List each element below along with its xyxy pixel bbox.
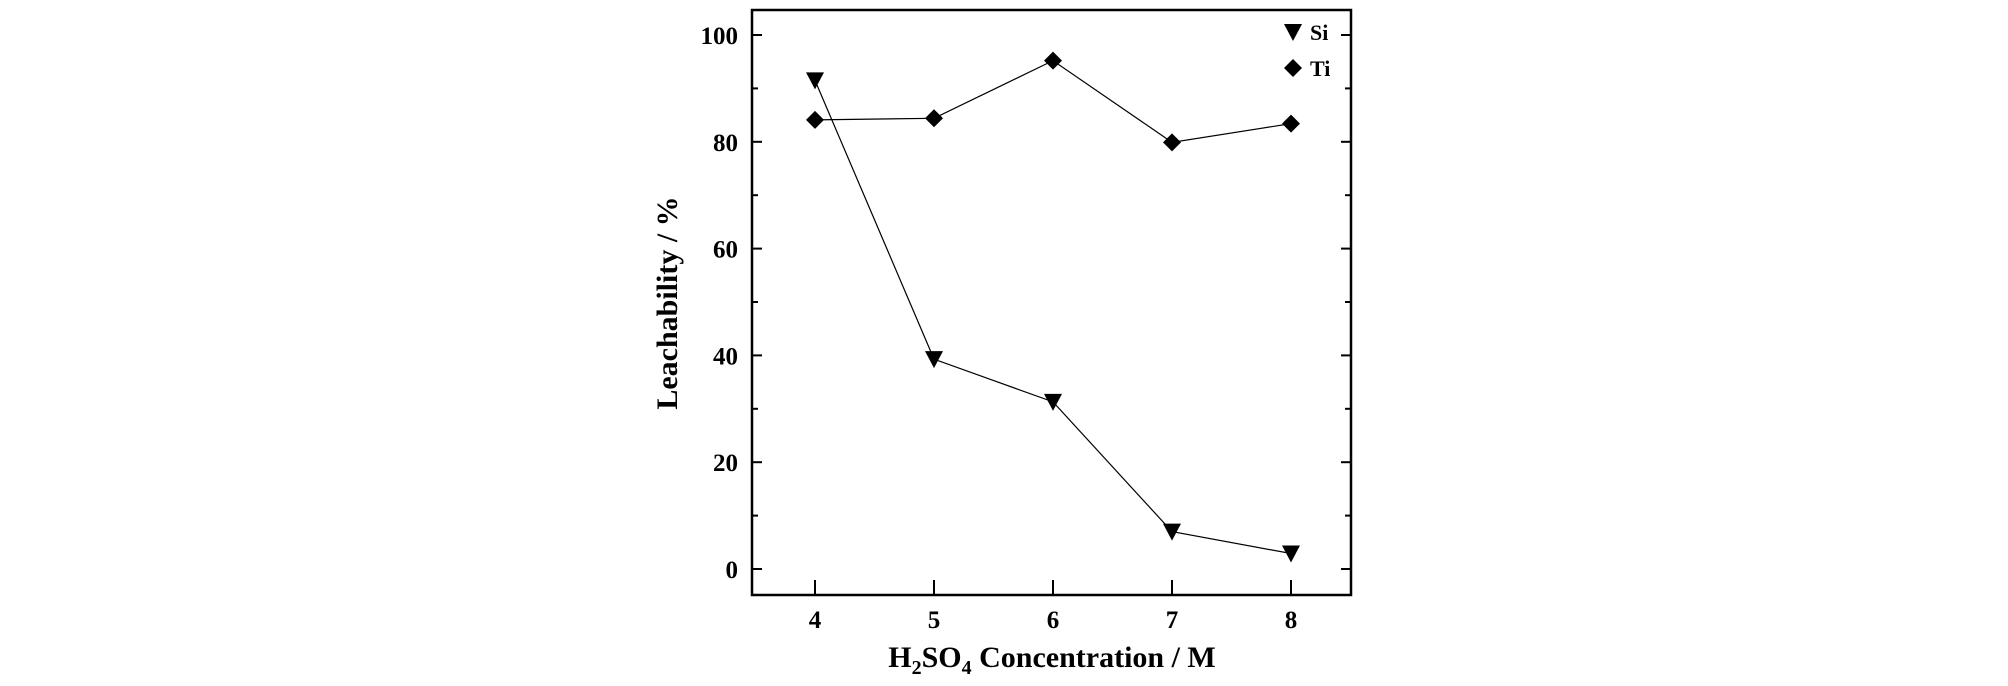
y-axis-label: Leachability / % — [651, 196, 684, 409]
x-tick-label: 6 — [1047, 607, 1060, 634]
y-tick-label: 40 — [713, 343, 738, 370]
data-point-si — [1282, 545, 1300, 563]
data-point-si — [925, 351, 943, 369]
series-si — [806, 72, 1300, 563]
ticks: 0 20 40 60 80 100 4 5 6 7 8 — [701, 23, 1351, 634]
y-tick-label: 80 — [713, 130, 738, 157]
x-label-sub-2: 2 — [911, 657, 922, 679]
x-label-h: H — [888, 641, 912, 674]
y-tick-label: 100 — [701, 23, 739, 50]
y-tick-label: 60 — [713, 237, 738, 264]
x-label-sub-4: 4 — [961, 657, 972, 679]
x-label-so: SO — [921, 641, 962, 674]
legend-marker-ti — [1284, 59, 1302, 77]
data-point-ti — [1282, 114, 1300, 133]
data-point-ti — [806, 110, 824, 129]
legend-label-ti: Ti — [1310, 56, 1330, 81]
x-tick-label: 8 — [1285, 607, 1298, 634]
series-line-si — [814, 80, 1292, 555]
data-point-si — [1044, 393, 1062, 411]
x-tick-label: 4 — [809, 607, 822, 634]
plot-frame — [750, 8, 1353, 597]
x-axis-label: H2SO4 Concentration / M — [752, 640, 1352, 679]
data-point-ti — [925, 109, 943, 128]
data-point-ti — [1163, 133, 1181, 152]
x-tick-label: 5 — [928, 607, 941, 634]
legend-label-si: Si — [1310, 20, 1328, 45]
data-point-si — [1163, 523, 1181, 541]
y-tick-label: 20 — [713, 450, 738, 477]
series-ti — [806, 51, 1300, 152]
data-point-si — [806, 72, 824, 90]
legend: Si Ti — [1284, 20, 1330, 81]
data-point-ti — [1044, 51, 1062, 70]
series-line-ti — [814, 59, 1292, 143]
x-label-rest: Concentration / M — [971, 641, 1216, 674]
x-tick-label: 7 — [1166, 607, 1179, 634]
series — [806, 51, 1300, 563]
y-tick-label: 0 — [726, 557, 739, 584]
legend-marker-si — [1284, 24, 1302, 41]
